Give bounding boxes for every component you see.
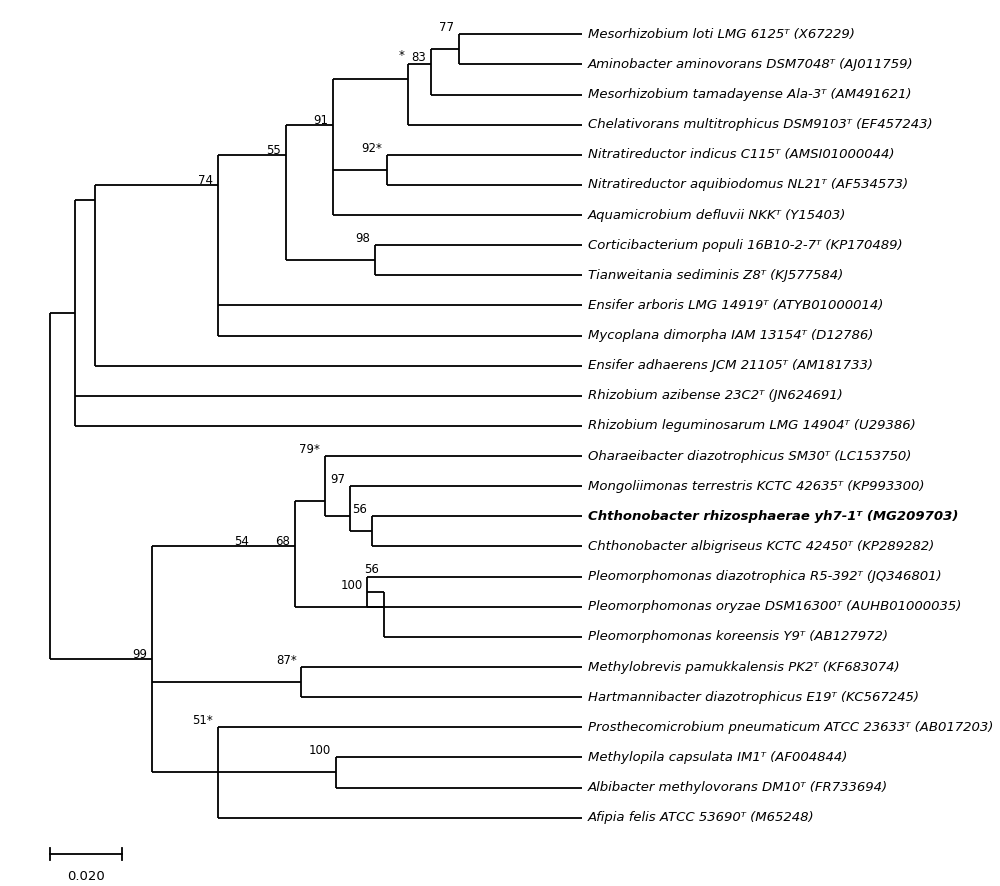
Text: Methylopila capsulata IM1ᵀ (AF004844): Methylopila capsulata IM1ᵀ (AF004844) xyxy=(588,751,847,764)
Text: Mongoliimonas terrestris KCTC 42635ᵀ (KP993300): Mongoliimonas terrestris KCTC 42635ᵀ (KP… xyxy=(588,479,924,493)
Text: Nitratireductor indicus C115ᵀ (AMSI01000044): Nitratireductor indicus C115ᵀ (AMSI01000… xyxy=(588,148,894,161)
Text: Mesorhizobium tamadayense Ala-3ᵀ (AM491621): Mesorhizobium tamadayense Ala-3ᵀ (AM4916… xyxy=(588,88,911,101)
Text: Oharaeibacter diazotrophicus SM30ᵀ (LC153750): Oharaeibacter diazotrophicus SM30ᵀ (LC15… xyxy=(588,449,911,462)
Text: 0.020: 0.020 xyxy=(67,870,105,883)
Text: 54: 54 xyxy=(235,535,249,548)
Text: 51*: 51* xyxy=(193,714,213,727)
Text: Pleomorphomonas diazotrophica R5-392ᵀ (JQ346801): Pleomorphomonas diazotrophica R5-392ᵀ (J… xyxy=(588,570,941,583)
Text: 100: 100 xyxy=(309,744,331,758)
Text: Mycoplana dimorpha IAM 13154ᵀ (D12786): Mycoplana dimorpha IAM 13154ᵀ (D12786) xyxy=(588,329,873,342)
Text: Rhizobium leguminosarum LMG 14904ᵀ (U29386): Rhizobium leguminosarum LMG 14904ᵀ (U293… xyxy=(588,419,915,432)
Text: 68: 68 xyxy=(275,535,290,548)
Text: Chelativorans multitrophicus DSM9103ᵀ (EF457243): Chelativorans multitrophicus DSM9103ᵀ (E… xyxy=(588,118,932,131)
Text: 87*: 87* xyxy=(276,654,297,667)
Text: 98: 98 xyxy=(356,232,371,245)
Text: Afipia felis ATCC 53690ᵀ (M65248): Afipia felis ATCC 53690ᵀ (M65248) xyxy=(588,812,814,824)
Text: Hartmannibacter diazotrophicus E19ᵀ (KC567245): Hartmannibacter diazotrophicus E19ᵀ (KC5… xyxy=(588,691,919,703)
Text: Nitratireductor aquibiodomus NL21ᵀ (AF534573): Nitratireductor aquibiodomus NL21ᵀ (AF53… xyxy=(588,178,908,191)
Text: Corticibacterium populi 16B10-2-7ᵀ (KP170489): Corticibacterium populi 16B10-2-7ᵀ (KP17… xyxy=(588,238,902,252)
Text: Aminobacter aminovorans DSM7048ᵀ (AJ011759): Aminobacter aminovorans DSM7048ᵀ (AJ0117… xyxy=(588,58,913,71)
Text: 56: 56 xyxy=(364,563,379,577)
Text: 97: 97 xyxy=(330,473,345,486)
Text: 77: 77 xyxy=(439,21,454,35)
Text: Aquamicrobium defluvii NKKᵀ (Y15403): Aquamicrobium defluvii NKKᵀ (Y15403) xyxy=(588,208,846,222)
Text: 56: 56 xyxy=(353,503,367,517)
Text: 79*: 79* xyxy=(299,443,320,456)
Text: Ensifer arboris LMG 14919ᵀ (ATYB01000014): Ensifer arboris LMG 14919ᵀ (ATYB01000014… xyxy=(588,299,883,312)
Text: Albibacter methylovorans DM10ᵀ (FR733694): Albibacter methylovorans DM10ᵀ (FR733694… xyxy=(588,781,888,794)
Text: Pleomorphomonas oryzae DSM16300ᵀ (AUHB01000035): Pleomorphomonas oryzae DSM16300ᵀ (AUHB01… xyxy=(588,600,961,613)
Text: Ensifer adhaerens JCM 21105ᵀ (AM181733): Ensifer adhaerens JCM 21105ᵀ (AM181733) xyxy=(588,359,873,372)
Text: Chthonobacter albigriseus KCTC 42450ᵀ (KP289282): Chthonobacter albigriseus KCTC 42450ᵀ (K… xyxy=(588,540,934,553)
Text: 92*: 92* xyxy=(361,142,382,155)
Text: Tianweitania sediminis Z8ᵀ (KJ577584): Tianweitania sediminis Z8ᵀ (KJ577584) xyxy=(588,268,843,282)
Text: 74: 74 xyxy=(198,174,213,187)
Text: Methylobrevis pamukkalensis PK2ᵀ (KF683074): Methylobrevis pamukkalensis PK2ᵀ (KF6830… xyxy=(588,660,899,673)
Text: *: * xyxy=(398,49,404,62)
Text: 99: 99 xyxy=(132,649,147,662)
Text: 83: 83 xyxy=(412,51,426,65)
Text: Prosthecomicrobium pneumaticum ATCC 23633ᵀ (AB017203): Prosthecomicrobium pneumaticum ATCC 2363… xyxy=(588,721,993,734)
Text: 91: 91 xyxy=(313,113,328,127)
Text: 100: 100 xyxy=(340,579,363,592)
Text: Rhizobium azibense 23C2ᵀ (JN624691): Rhizobium azibense 23C2ᵀ (JN624691) xyxy=(588,389,842,402)
Text: Mesorhizobium loti LMG 6125ᵀ (X67229): Mesorhizobium loti LMG 6125ᵀ (X67229) xyxy=(588,27,854,41)
Text: 55: 55 xyxy=(266,144,281,157)
Text: Pleomorphomonas koreensis Y9ᵀ (AB127972): Pleomorphomonas koreensis Y9ᵀ (AB127972) xyxy=(588,630,888,643)
Text: Chthonobacter rhizosphaerae yh7-1ᵀ (MG209703): Chthonobacter rhizosphaerae yh7-1ᵀ (MG20… xyxy=(588,509,958,523)
